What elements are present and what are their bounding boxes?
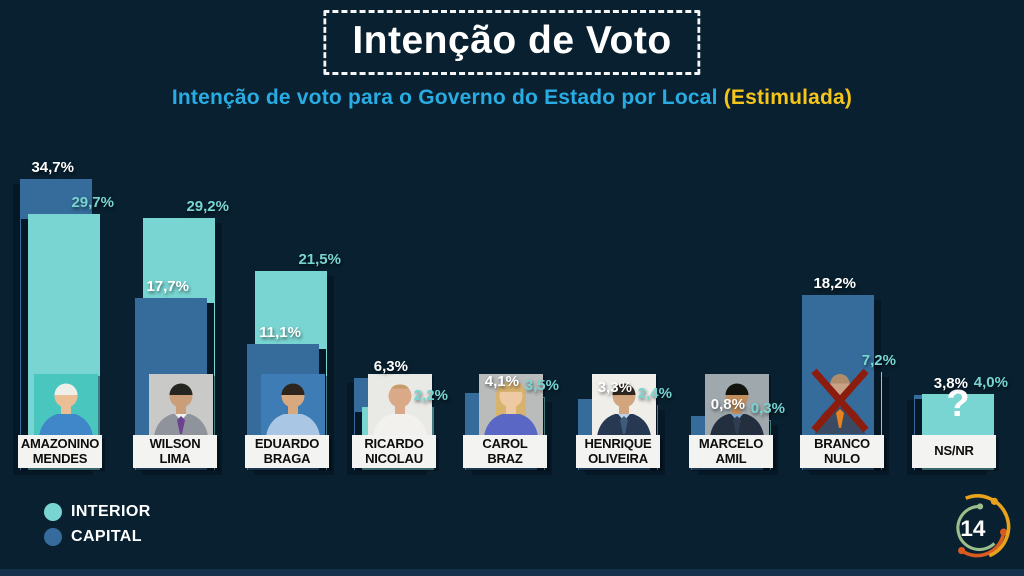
- legend-label-capital: CAPITAL: [71, 528, 142, 545]
- candidate-name-line: OLIVEIRA: [588, 450, 648, 466]
- person-avatar-icon: [368, 374, 432, 436]
- candidate-name-line: EDUARDO: [254, 435, 320, 451]
- value-label-interior-marcelo-amil: 0,3%: [750, 400, 785, 417]
- person-avatar-icon: [479, 374, 543, 436]
- candidate-name-line: BRAGA: [263, 450, 311, 466]
- candidate-name-box-henrique-oliveira: HENRIQUE OLIVEIRA: [576, 435, 660, 468]
- candidate-name-line: NS/NR: [934, 443, 974, 459]
- legend-label-interior: INTERIOR: [71, 503, 151, 520]
- person-avatar-icon: [592, 374, 656, 436]
- candidate-name-line: AMAZONINO: [20, 435, 100, 451]
- bottom-strip: [0, 569, 1024, 576]
- chart-subtitle: Intenção de voto para o Governo do Estad…: [0, 86, 1024, 110]
- value-label-interior-carol-braz: 3,5%: [524, 377, 559, 394]
- candidate-name-box-eduardo-braga: EDUARDO BRAGA: [245, 435, 329, 468]
- candidate-photo-henrique-oliveira: [592, 374, 656, 436]
- value-label-interior-amazonino-mendes: 29,7%: [71, 194, 114, 211]
- candidate-name-box-branco-nulo: BRANCO NULO: [800, 435, 884, 468]
- value-label-interior-ricardo-nicolau: 2,2%: [413, 387, 448, 404]
- logo-number: 14: [960, 516, 986, 541]
- value-label-capital-ricardo-nicolau: 6,3%: [373, 358, 408, 375]
- candidate-name-line: HENRIQUE: [584, 435, 652, 451]
- candidate-photo-amazonino-mendes: [34, 374, 98, 436]
- title-box: Intenção de Voto: [323, 10, 701, 75]
- candidate-photo-ricardo-nicolau: [368, 374, 432, 436]
- party-14-logo: 14: [936, 487, 1018, 569]
- candidate-name-line: RICARDO: [364, 435, 424, 451]
- chart-legend: INTERIOR CAPITAL: [44, 503, 151, 553]
- value-label-interior-henrique-oliveira: 2,4%: [637, 385, 672, 402]
- candidate-photo-carol-braz: [479, 374, 543, 436]
- candidate-name-line: MENDES: [32, 450, 88, 466]
- person-avatar-icon: [149, 374, 213, 436]
- candidate-name-line: AMIL: [715, 450, 747, 466]
- candidate-photo-wilson-lima: [149, 374, 213, 436]
- value-label-capital-eduardo-braga: 11,1%: [259, 324, 301, 341]
- value-label-capital-henrique-oliveira: 3,3%: [597, 379, 632, 396]
- candidate-name-line: BRANCO: [814, 435, 870, 451]
- candidate-name-box-amazonino-mendes: AMAZONINO MENDES: [18, 435, 102, 468]
- candidate-name-line: CAROL: [482, 435, 528, 451]
- value-label-interior-ns-nr: 4,0%: [973, 374, 1008, 391]
- value-label-capital-marcelo-amil: 0,8%: [710, 396, 745, 413]
- candidate-name-line: BRAZ: [487, 450, 523, 466]
- subtitle-text: Intenção de voto para o Governo do Estad…: [171, 86, 718, 109]
- candidate-name-box-ricardo-nicolau: RICARDO NICOLAU: [352, 435, 436, 468]
- candidate-photo-marcelo-amil: [705, 374, 769, 436]
- value-label-capital-branco-nulo: 18,2%: [813, 275, 856, 292]
- value-label-interior-wilson-lima: 29,2%: [186, 198, 229, 215]
- subtitle-highlight: (Estimulada): [723, 86, 853, 109]
- logo-arcs-icon: 14: [956, 494, 1011, 558]
- candidate-name-line: WILSON: [149, 435, 201, 451]
- value-label-capital-ns-nr: 3,8%: [933, 375, 968, 392]
- value-label-capital-wilson-lima: 17,7%: [146, 278, 189, 295]
- candidate-name-line: NICOLAU: [365, 450, 423, 466]
- legend-item-capital: CAPITAL: [44, 528, 151, 546]
- candidate-name-box-ns-nr: NS/NR: [912, 435, 996, 468]
- candidate-name-box-wilson-lima: WILSON LIMA: [133, 435, 217, 468]
- value-label-interior-branco-nulo: 7,2%: [861, 352, 896, 369]
- person-avatar-icon: [705, 374, 769, 436]
- value-label-capital-carol-braz: 4,1%: [484, 373, 519, 390]
- interior-dot-icon: [44, 503, 62, 521]
- page-title: Intenção de Voto: [352, 19, 672, 62]
- candidate-name-line: NULO: [823, 450, 861, 466]
- candidate-photo-eduardo-braga: [261, 374, 325, 436]
- person-avatar-icon: [34, 374, 98, 436]
- person-avatar-icon: [261, 374, 325, 436]
- legend-item-interior: INTERIOR: [44, 503, 151, 521]
- value-label-interior-eduardo-braga: 21,5%: [298, 251, 341, 268]
- candidate-name-box-carol-braz: CAROL BRAZ: [463, 435, 547, 468]
- question-mark-icon: ?: [946, 383, 970, 425]
- candidate-name-box-marcelo-amil: MARCELO AMIL: [689, 435, 773, 468]
- value-label-capital-amazonino-mendes: 34,7%: [31, 159, 74, 176]
- candidate-name-line: LIMA: [159, 450, 191, 466]
- crossed-out-voter-icon: [804, 368, 876, 434]
- capital-dot-icon: [44, 528, 62, 546]
- candidate-name-line: MARCELO: [698, 435, 764, 451]
